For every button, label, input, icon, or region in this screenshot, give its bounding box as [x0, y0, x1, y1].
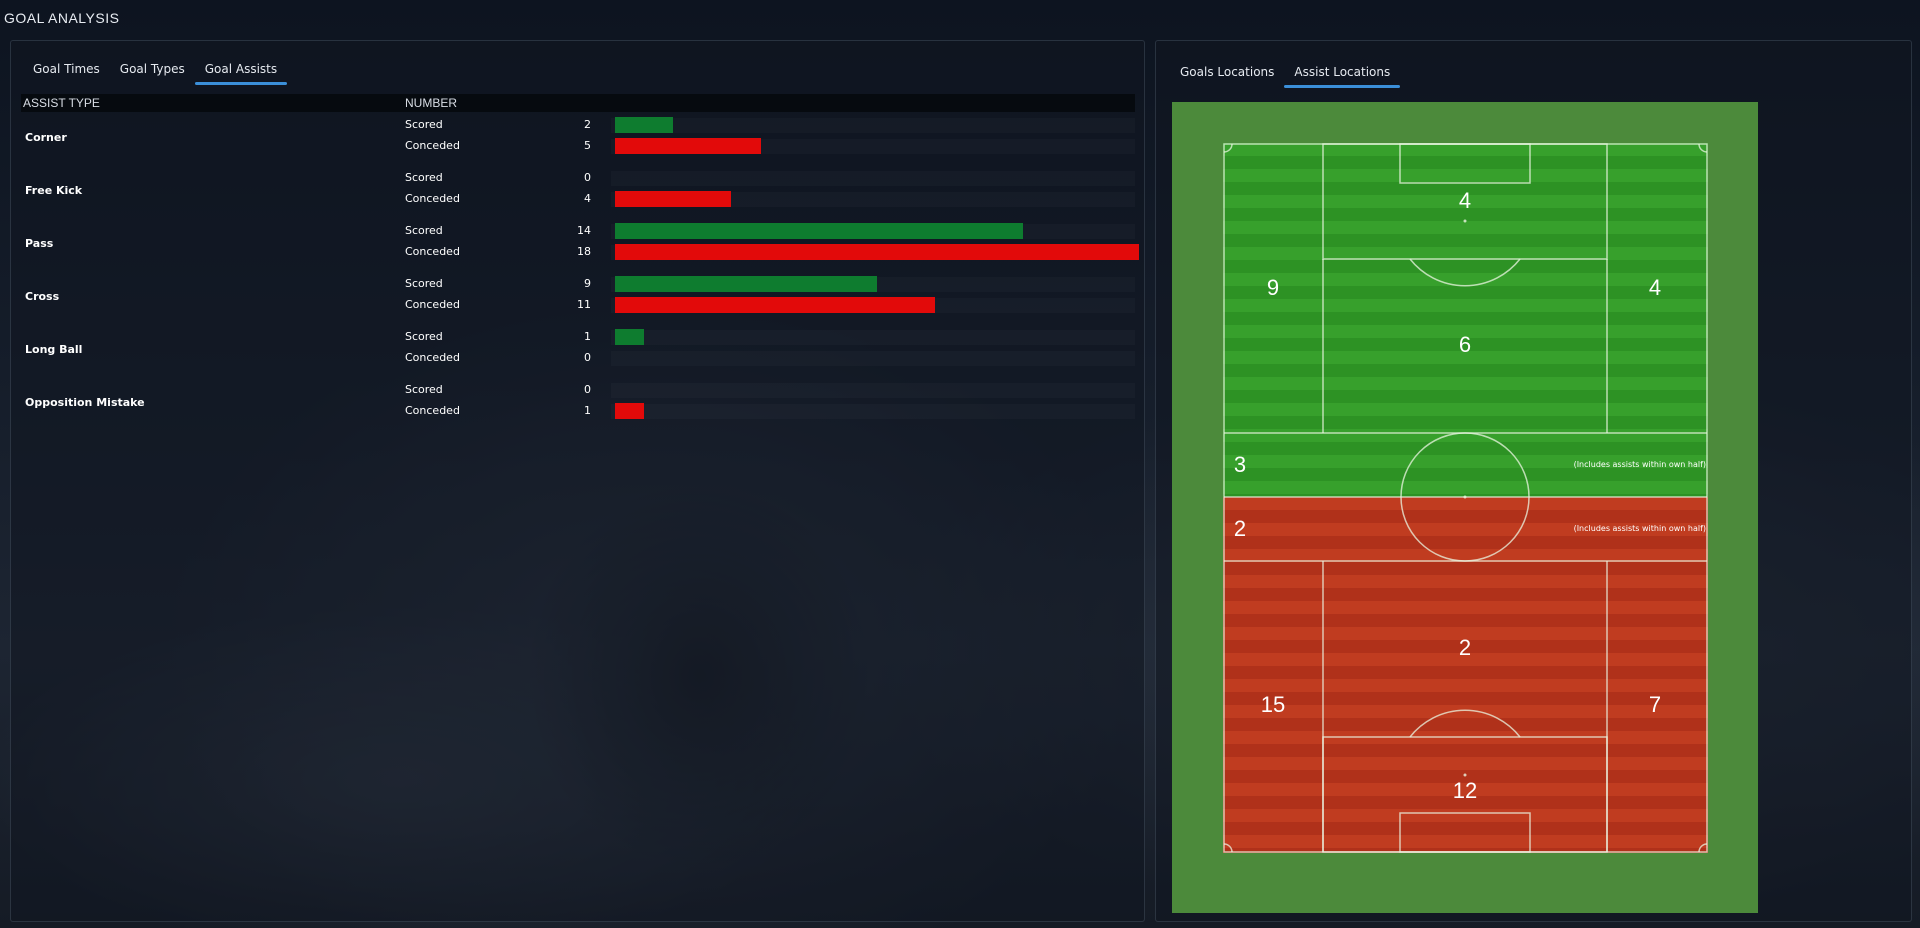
scored-half-zone [1223, 143, 1708, 497]
location-tabs: Goals Locations Assist Locations [1170, 58, 1401, 88]
scored-label: Scored [405, 330, 443, 343]
assist-type-group[interactable]: Long Ball Scored 1 Conceded 0 [21, 328, 1141, 370]
assist-type-label: Opposition Mistake [25, 396, 145, 409]
conceded-value: 11 [577, 298, 591, 311]
scored-value: 0 [584, 171, 591, 184]
conceded-six-yard-value: 12 [1452, 778, 1478, 803]
page-title: GOAL ANALYSIS [4, 10, 120, 26]
tab-goal-types[interactable]: Goal Types [119, 62, 185, 76]
scored-box-edge-value: 6 [1458, 332, 1472, 357]
scored-bar [615, 276, 877, 292]
conceded-own-half-value: 2 [1233, 516, 1247, 541]
scored-bar [615, 117, 673, 133]
bar-track [611, 383, 1135, 398]
scored-value: 2 [584, 118, 591, 131]
assist-type-group[interactable]: Pass Scored 14 Conceded 18 [21, 222, 1141, 264]
pitch: 4 9 4 6 3 (Includes assists within own h… [1223, 143, 1708, 853]
scored-own-half-value: 3 [1233, 452, 1247, 477]
tab-goals-locations[interactable]: Goals Locations [1180, 65, 1275, 79]
scored-label: Scored [405, 224, 443, 237]
bar-track [611, 404, 1135, 419]
conceded-row: Conceded 4 [21, 190, 1135, 208]
assist-locations-panel: Goals Locations Assist Locations [1155, 40, 1912, 922]
assist-type-label: Pass [25, 237, 54, 250]
conceded-value: 5 [584, 139, 591, 152]
assist-type-group[interactable]: Opposition Mistake Scored 0 Conceded 1 [21, 381, 1141, 423]
conceded-label: Conceded [405, 404, 460, 417]
conceded-bar [615, 244, 1139, 260]
tab-goal-assists[interactable]: Goal Assists [194, 55, 288, 85]
scored-label: Scored [405, 383, 443, 396]
conceded-value: 0 [584, 351, 591, 364]
conceded-right-flank-value: 7 [1648, 692, 1662, 717]
conceded-row: Conceded 18 [21, 243, 1139, 261]
scored-bar [615, 223, 1023, 239]
conceded-left-flank-value: 15 [1260, 692, 1286, 717]
conceded-row: Conceded 1 [21, 402, 1135, 420]
scored-right-flank-value: 4 [1648, 275, 1662, 300]
scored-row: Scored 14 [21, 222, 1135, 240]
scored-row: Scored 2 [21, 116, 1135, 134]
scored-value: 0 [584, 383, 591, 396]
assist-type-label: Free Kick [25, 184, 83, 197]
table-header: ASSIST TYPE NUMBER [21, 94, 1135, 112]
scored-six-yard-value: 4 [1458, 188, 1472, 213]
scored-row: Scored 0 [21, 381, 1135, 399]
column-header-assist-type[interactable]: ASSIST TYPE [23, 96, 100, 110]
pitch-markings [1223, 143, 1708, 853]
bar-track [611, 330, 1135, 345]
scored-value: 14 [577, 224, 591, 237]
tab-assist-locations[interactable]: Assist Locations [1284, 58, 1401, 88]
conceded-row: Conceded 0 [21, 349, 1135, 367]
analysis-tabs: Goal Times Goal Types Goal Assists [23, 55, 288, 85]
conceded-label: Conceded [405, 139, 460, 152]
tab-goal-times[interactable]: Goal Times [33, 62, 100, 76]
conceded-own-half-note: (Includes assists within own half) [1573, 524, 1706, 533]
conceded-row: Conceded 5 [21, 137, 1135, 155]
conceded-value: 4 [584, 192, 591, 205]
conceded-bar [615, 191, 731, 207]
scored-row: Scored 1 [21, 328, 1135, 346]
conceded-bar [615, 403, 644, 419]
assist-type-label: Cross [25, 290, 60, 303]
conceded-value: 18 [577, 245, 591, 258]
assist-type-group[interactable]: Free Kick Scored 0 Conceded 4 [21, 169, 1141, 211]
conceded-value: 1 [584, 404, 591, 417]
conceded-label: Conceded [405, 351, 460, 364]
assist-type-label: Long Ball [25, 343, 83, 356]
assist-type-group[interactable]: Corner Scored 2 Conceded 5 [21, 116, 1141, 158]
scored-row: Scored 0 [21, 169, 1135, 187]
conceded-label: Conceded [405, 298, 460, 311]
conceded-label: Conceded [405, 192, 460, 205]
scored-value: 1 [584, 330, 591, 343]
assist-type-label: Corner [25, 131, 67, 144]
conceded-bar [615, 297, 935, 313]
scored-label: Scored [405, 118, 443, 131]
scored-bar [615, 329, 644, 345]
scored-value: 9 [584, 277, 591, 290]
bar-track [611, 118, 1135, 133]
conceded-box-edge-value: 2 [1458, 635, 1472, 660]
conceded-label: Conceded [405, 245, 460, 258]
scored-label: Scored [405, 277, 443, 290]
scored-label: Scored [405, 171, 443, 184]
scored-row: Scored 9 [21, 275, 1135, 293]
scored-left-flank-value: 9 [1266, 275, 1280, 300]
assist-type-group[interactable]: Cross Scored 9 Conceded 11 [21, 275, 1141, 317]
column-header-number[interactable]: NUMBER [405, 96, 458, 110]
conceded-half-zone [1223, 497, 1708, 853]
goal-assists-panel: Goal Times Goal Types Goal Assists ASSIS… [10, 40, 1145, 922]
scored-own-half-note: (Includes assists within own half) [1573, 460, 1706, 469]
conceded-row: Conceded 11 [21, 296, 1135, 314]
bar-track [611, 171, 1135, 186]
bar-track [611, 351, 1135, 366]
conceded-bar [615, 138, 761, 154]
